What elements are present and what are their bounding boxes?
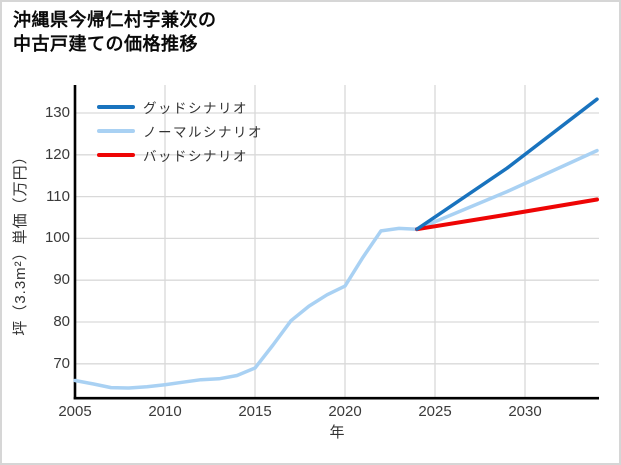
good-scenario-line-swatch	[97, 104, 135, 109]
legend-label-bad: バッドシナリオ	[143, 148, 248, 164]
y-axis-label: 坪（3.3m²）単価（万円）	[12, 148, 29, 336]
x-tick-label: 2015	[238, 403, 272, 420]
legend-item-normal[interactable]: ノーマルシナリオ	[97, 122, 263, 140]
chart-title: 沖縄県今帰仁村字兼次の 中古戸建ての価格推移	[13, 8, 217, 56]
y-tick-label: 80	[53, 313, 70, 330]
x-tick-label: 2005	[58, 403, 92, 420]
x-tick-label: 2020	[328, 403, 362, 420]
legend-label-good: グッドシナリオ	[143, 100, 248, 116]
x-tick-label: 2030	[508, 403, 542, 420]
legend-label-normal: ノーマルシナリオ	[143, 124, 263, 140]
y-tick-label: 90	[53, 271, 70, 289]
y-tick-label: 110	[46, 187, 70, 205]
normal-scenario-line-swatch	[97, 128, 135, 133]
series-line-バッドシナリオ	[415, 197, 599, 232]
legend: グッドシナリオ ノーマルシナリオ バッドシナリオ	[97, 98, 263, 170]
y-tick-label: 120	[44, 145, 70, 163]
legend-item-good[interactable]: グッドシナリオ	[97, 98, 263, 116]
series-line-グッドシナリオ	[415, 97, 599, 231]
x-tick-label: 2010	[148, 403, 182, 420]
legend-item-bad[interactable]: バッドシナリオ	[97, 146, 263, 164]
y-tick-label: 100	[44, 229, 70, 247]
chart-title-line2: 中古戸建ての価格推移	[13, 34, 198, 54]
y-tick-label: 130	[44, 104, 70, 121]
bad-scenario-line-swatch	[97, 152, 135, 157]
x-axis-label: 年	[329, 424, 345, 441]
x-tick-label: 2025	[418, 403, 452, 420]
series-line-ノーマルシナリオ	[73, 148, 599, 390]
y-tick-label: 70	[53, 354, 70, 372]
chart-title-line1: 沖縄県今帰仁村字兼次の	[13, 10, 217, 30]
